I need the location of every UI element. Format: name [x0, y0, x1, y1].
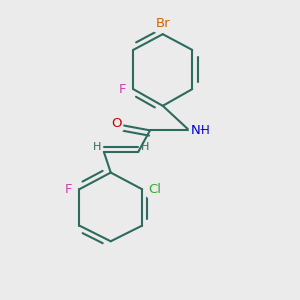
Text: O: O — [111, 117, 122, 130]
Text: F: F — [64, 183, 72, 196]
Text: H: H — [201, 124, 210, 137]
Text: N: N — [191, 124, 200, 137]
Text: Cl: Cl — [148, 183, 161, 196]
Text: Br: Br — [155, 17, 170, 30]
Text: Br: Br — [155, 17, 170, 30]
Text: -: - — [200, 124, 204, 134]
Text: N: N — [191, 124, 200, 137]
Text: F: F — [64, 183, 72, 196]
Text: F: F — [118, 82, 126, 96]
Text: F: F — [118, 82, 126, 96]
Text: H: H — [140, 142, 149, 152]
Text: H: H — [93, 142, 102, 152]
Text: Cl: Cl — [148, 183, 161, 196]
Text: O: O — [111, 117, 122, 130]
